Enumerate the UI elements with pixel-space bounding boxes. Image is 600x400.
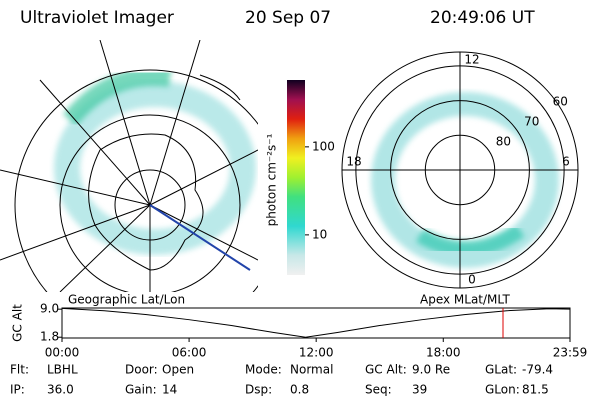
- altitude-line: [61, 307, 571, 338]
- title: Ultraviolet Imager: [20, 8, 174, 28]
- lat-label: 80: [496, 134, 511, 148]
- field-value: 9.0 Re: [412, 363, 450, 377]
- field-label: Door:: [125, 363, 158, 377]
- field-label: Mode:: [245, 363, 282, 377]
- field-label: GLat:: [485, 363, 517, 377]
- field-label: Dsp:: [245, 383, 272, 397]
- timeline-frame: [61, 307, 571, 339]
- lat-label: 60: [553, 94, 568, 108]
- colorbar-tick-label: 10: [312, 227, 327, 241]
- mlt-label: 12: [464, 53, 479, 67]
- timeline-right-label: Apex MLat/MLT: [420, 293, 510, 307]
- field-value: 0.8: [290, 383, 309, 397]
- mlt-label: 6: [562, 155, 570, 169]
- date: 20 Sep 07: [245, 8, 331, 28]
- timeline-ylabel: GC Alt: [11, 304, 25, 342]
- y-tick-label: 1.8: [40, 330, 59, 344]
- lat-label: 70: [524, 114, 539, 128]
- field-value: Normal: [290, 363, 333, 377]
- colorbar-label: photon cm⁻²s⁻¹: [265, 133, 279, 226]
- x-tick-label: 18:00: [426, 346, 461, 360]
- colorbar: [287, 80, 305, 275]
- mlt-label: 0: [468, 273, 476, 287]
- field-label: GLon:: [485, 383, 520, 397]
- field-label: Flt:: [10, 363, 29, 377]
- field-label: Gain:: [125, 383, 157, 397]
- field-value: LBHL: [47, 363, 78, 377]
- timeline-left-label: Geographic Lat/Lon: [68, 293, 185, 307]
- field-value: -79.4: [522, 363, 553, 377]
- polar-image: [371, 92, 559, 268]
- colorbar-tick-label: 100: [312, 139, 335, 153]
- field-value: 14: [162, 383, 177, 397]
- field-value: 39: [412, 383, 427, 397]
- field-value: Open: [162, 363, 194, 377]
- field-label: GC Alt:: [365, 363, 407, 377]
- field-label: IP:: [10, 383, 25, 397]
- field-label: Seq:: [365, 383, 392, 397]
- y-tick-label: 9.0: [40, 302, 59, 316]
- mlt-label: 18: [346, 155, 361, 169]
- field-value: 81.5: [522, 383, 549, 397]
- x-tick-label: 23:59: [553, 346, 588, 360]
- field-value: 36.0: [47, 383, 74, 397]
- x-tick-label: 00:00: [45, 346, 80, 360]
- time: 20:49:06 UT: [430, 8, 535, 28]
- x-tick-label: 06:00: [172, 346, 207, 360]
- geo-image: [0, 40, 258, 292]
- x-tick-label: 12:00: [299, 346, 334, 360]
